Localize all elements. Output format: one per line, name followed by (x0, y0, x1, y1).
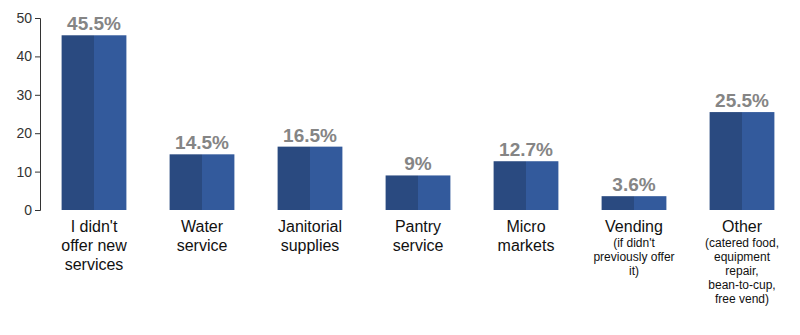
x-tick-label-line: Pantry (395, 218, 441, 235)
y-tick-mark (35, 133, 40, 134)
data-label: 9% (404, 153, 432, 174)
y-tick: 20 (16, 125, 40, 141)
y-tick-label: 20 (16, 125, 32, 141)
y-tick-mark (35, 210, 40, 211)
x-tick-label-line: Janitorial (278, 218, 342, 235)
y-tick: 10 (16, 164, 40, 180)
x-tick-label-subline: repair, (725, 264, 758, 278)
y-tick-mark (35, 56, 40, 57)
x-tick-label-subline: it) (629, 264, 639, 278)
y-tick-label: 50 (16, 10, 32, 26)
y-axis: 0 10 20 30 40 50 (16, 10, 40, 218)
bar (170, 154, 235, 210)
x-tick-label-line: service (393, 237, 444, 254)
y-tick-mark (35, 95, 40, 96)
bars (62, 35, 775, 210)
x-tick-label: I didn't offer new services (61, 218, 127, 273)
y-tick: 30 (16, 87, 40, 103)
x-tick-label-subline: equipment (714, 250, 771, 264)
y-tick-label: 30 (16, 87, 32, 103)
y-tick: 0 (24, 202, 40, 218)
x-tick: Pantry service (393, 218, 444, 254)
data-label: 3.6% (612, 174, 655, 195)
x-tick-label: Micro markets (498, 218, 555, 254)
x-tick: I didn't offer new services (61, 218, 127, 273)
x-tick-label: Water service (177, 218, 228, 254)
x-tick: Janitorial supplies (278, 218, 342, 254)
x-tick-label-line: I didn't (71, 218, 118, 235)
x-tick-label-line: services (65, 256, 124, 273)
x-tick-label-subline: bean-to-cup, (708, 278, 775, 292)
x-tick-label-subline: free vend) (715, 292, 769, 306)
data-labels: 45.5% 14.5% 16.5% 9% 12.7% 3.6% 25.5% (67, 13, 769, 195)
data-label: 45.5% (67, 13, 121, 34)
x-tick-label-line: markets (498, 237, 555, 254)
x-tick-label-line: Other (722, 218, 763, 235)
y-tick-label: 40 (16, 48, 32, 64)
x-tick-label-line: Micro (506, 218, 545, 235)
y-tick-label: 10 (16, 164, 32, 180)
x-tick: Micro markets (498, 218, 555, 254)
x-tick: Vending(if didn'tpreviously offerit) (593, 218, 674, 278)
x-tick: Other(catered food,equipmentrepair,bean-… (705, 218, 779, 306)
x-axis: I didn't offer new services Water service Jan… (61, 218, 779, 306)
x-tick: Water service (177, 218, 228, 254)
y-tick-mark (35, 172, 40, 173)
x-tick-label-line: supplies (281, 237, 340, 254)
data-label: 14.5% (175, 132, 229, 153)
y-tick: 50 (16, 10, 40, 26)
bar (494, 161, 559, 210)
x-tick-label: Janitorial supplies (278, 218, 342, 254)
bar (62, 35, 127, 210)
x-tick-label-line: Vending (605, 218, 663, 235)
data-label: 25.5% (715, 90, 769, 111)
x-tick-label: Vending(if didn'tpreviously offerit) (593, 218, 674, 278)
bar (278, 147, 343, 210)
chart: 0 10 20 30 40 50 45.5% 14.5% 16.5% 9% 12.7% 3.6% 25.… (0, 0, 800, 335)
bar (386, 175, 451, 210)
x-tick-label-line: offer new (61, 237, 127, 254)
x-tick-label: Other(catered food,equipmentrepair,bean-… (705, 218, 779, 306)
data-label: 12.7% (499, 139, 553, 160)
x-tick-label-line: service (177, 237, 228, 254)
bar (710, 112, 775, 210)
y-tick: 40 (16, 48, 40, 64)
bar (602, 196, 667, 210)
data-label: 16.5% (283, 125, 337, 146)
x-tick-label: Pantry service (393, 218, 444, 254)
x-tick-label-subline: (if didn't (613, 236, 655, 250)
x-tick-label-subline: (catered food, (705, 236, 779, 250)
x-tick-label-line: Water (181, 218, 224, 235)
y-axis-line (35, 19, 41, 211)
y-tick-label: 0 (24, 202, 32, 218)
y-tick-mark (35, 18, 40, 19)
x-tick-label-subline: previously offer (593, 250, 674, 264)
